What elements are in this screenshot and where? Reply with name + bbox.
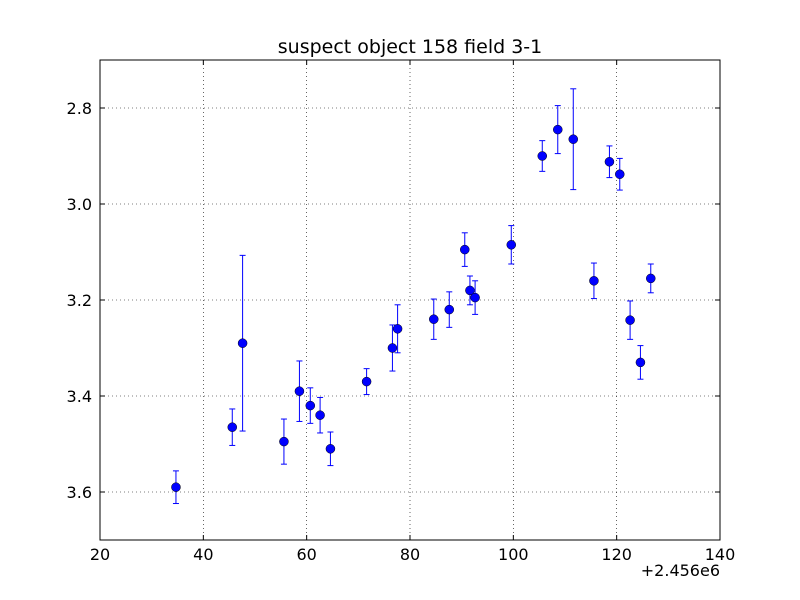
x-tick-label: 20: [90, 545, 110, 564]
data-point: [325, 444, 336, 454]
data-point: [279, 436, 289, 447]
data-point: [444, 304, 455, 315]
data-point: [171, 482, 181, 492]
data-point: [625, 315, 635, 325]
data-point: [429, 314, 439, 324]
x-tick-label: 80: [400, 545, 420, 564]
data-point: [361, 376, 372, 387]
y-tick-label: 3.4: [67, 387, 92, 406]
y-tick-label: 3.6: [67, 483, 92, 502]
data-point: [460, 244, 470, 255]
y-tick-label: 2.8: [67, 99, 92, 118]
chart-title: suspect object 158 field 3-1: [278, 36, 543, 58]
data-point: [568, 134, 579, 144]
grid-lines: [100, 60, 720, 540]
data-point: [615, 169, 625, 179]
data-point: [392, 324, 403, 334]
data-point: [294, 386, 305, 396]
y-tick-label: 3.2: [67, 291, 92, 310]
data-point: [506, 240, 517, 250]
x-tick-label: 60: [296, 545, 316, 564]
data-point: [227, 422, 238, 432]
y-tick-label: 3.0: [67, 195, 92, 214]
data-point: [635, 357, 646, 368]
data-series: [171, 88, 656, 505]
x-tick-label: 100: [498, 545, 529, 564]
data-point: [465, 285, 475, 296]
x-tick-label: 120: [601, 545, 632, 564]
data-point: [604, 157, 615, 167]
data-point: [646, 273, 656, 284]
data-point: [315, 410, 325, 420]
data-point: [589, 276, 599, 286]
x-tick-label: 140: [705, 545, 736, 564]
data-point: [553, 124, 563, 135]
axes: 20 40 60 80 100 120 140 2.8 3.0 3.2 3.4 3.6: [67, 59, 736, 564]
data-point: [305, 400, 316, 411]
data-point: [387, 343, 398, 353]
data-point: [470, 292, 480, 303]
data-point: [537, 151, 548, 161]
x-tick-label: 40: [193, 545, 213, 564]
data-point: [237, 338, 248, 348]
x-offset-label: +2.456e6: [641, 561, 720, 580]
